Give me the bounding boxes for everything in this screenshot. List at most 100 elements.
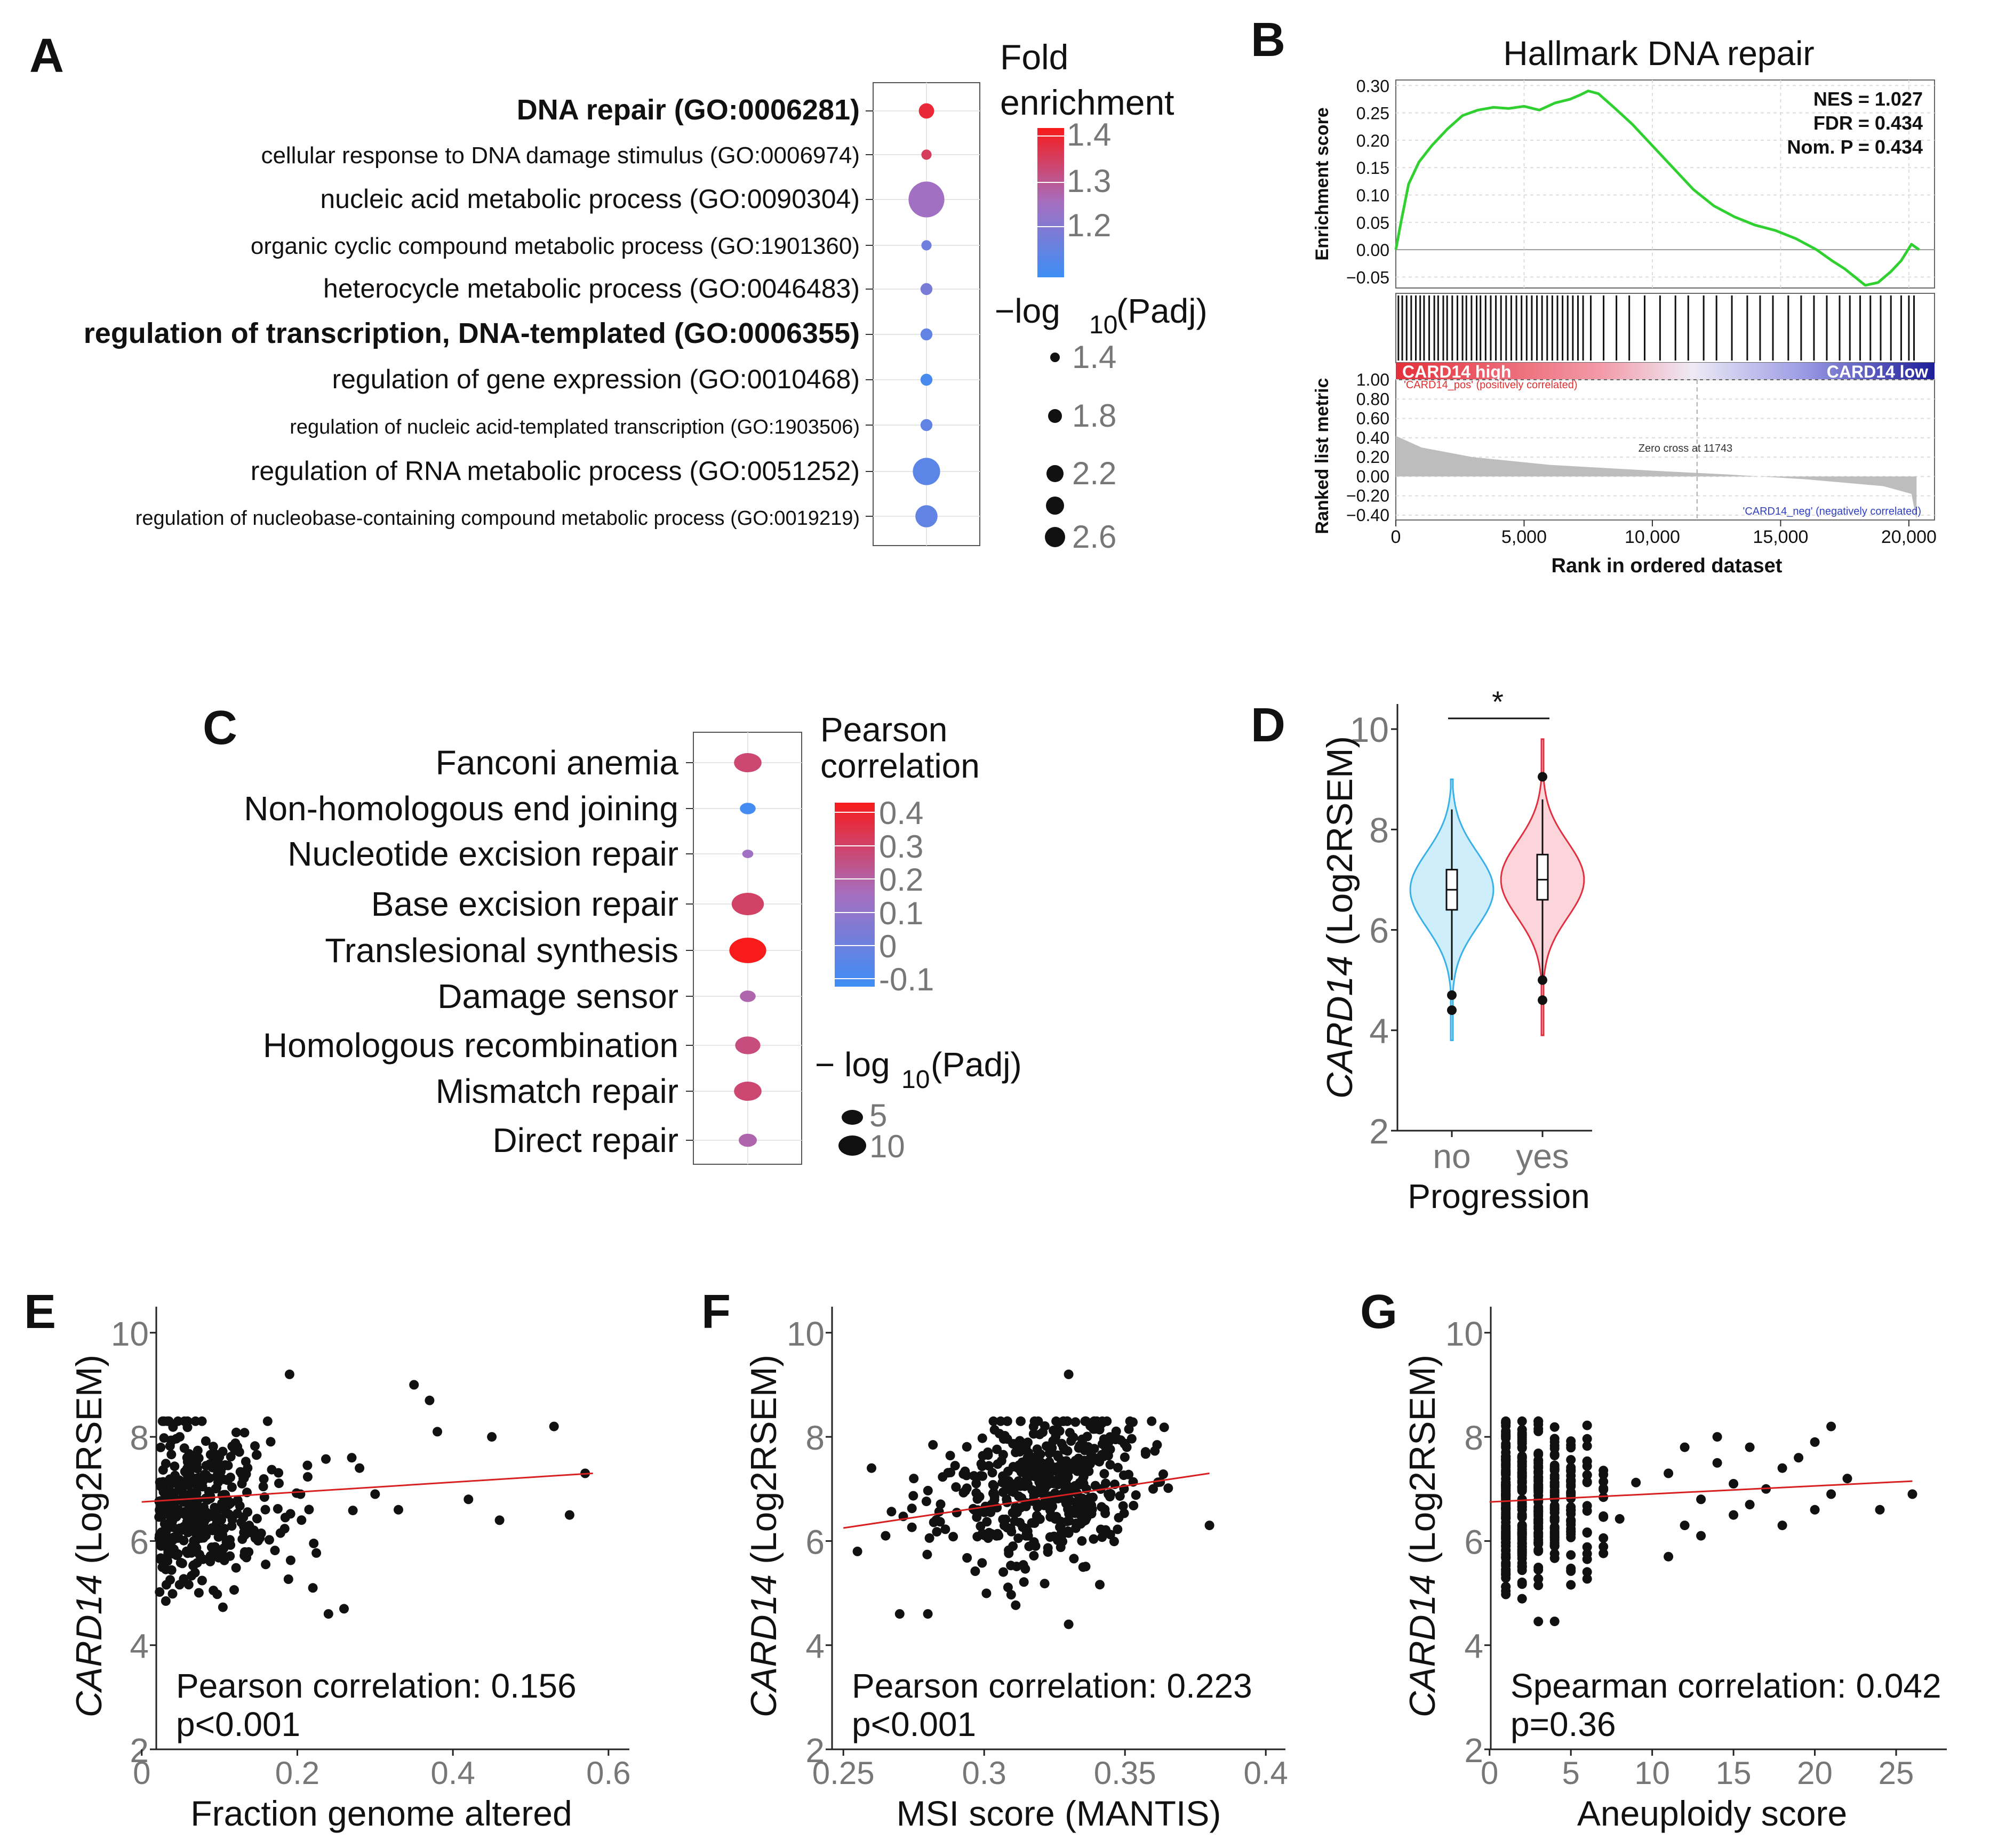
panel-f-point [950,1461,960,1471]
panel-g-x-tick-label: 25 [1879,1755,1914,1791]
panel-f-point [984,1461,994,1471]
panel-g-point [1582,1477,1592,1487]
panel-f-x-tick-label: 0.4 [1243,1755,1288,1791]
panel-b-es-tick-label: 0.15 [1356,158,1389,178]
panel-c-dot [740,803,756,814]
panel-g-point [1582,1542,1592,1552]
panel-f-point [977,1433,987,1443]
panel-f-point [1062,1462,1073,1472]
panel-g-point [1582,1528,1592,1538]
panel-g-y-tick-label: 2 [1464,1731,1483,1770]
panel-e-point [157,1416,167,1426]
panel-e-point [284,1369,294,1379]
panel-a-size-key-label: 2.2 [1072,455,1116,491]
panel-a-size-key-dot [1046,497,1064,515]
panel-g-point [1582,1567,1592,1577]
panel-f-point [1045,1532,1055,1542]
panel-d-xlabel: Progression [1408,1177,1590,1215]
panel-a-color-tick-label: 1.4 [1067,117,1111,153]
panel-g-point [1501,1418,1511,1428]
panel-f-point [978,1471,988,1481]
panel-g-y-tick-label: 8 [1464,1419,1483,1457]
panel-e-point [197,1575,207,1586]
panel-g-stat-line1: Spearman correlation: 0.042 [1511,1667,1941,1705]
panel-e-point [177,1558,186,1568]
panel-e-point [170,1461,180,1471]
panel-e-point [182,1548,193,1558]
panel-e-y-tick-label: 10 [111,1315,149,1353]
panel-f-point [1090,1481,1100,1491]
panel-g-point [1664,1551,1674,1562]
panel-e-point [174,1580,185,1590]
panel-e-y-tick-label: 4 [130,1627,149,1666]
panel-a-color-tick-label: 1.3 [1067,163,1111,199]
panel-f-point [1011,1600,1021,1610]
panel-g-point [1566,1515,1576,1525]
panel-f-point [1078,1479,1089,1489]
panel-g-point [1517,1416,1527,1426]
panel-f-point [1125,1416,1135,1426]
panel-b-x-tick-label: 20,000 [1881,527,1937,547]
panel-e-xlabel: Fraction genome altered [190,1794,572,1833]
panel-f-point [1064,1369,1074,1379]
panel-e-point [241,1457,251,1467]
panel-f-point [945,1451,955,1461]
panel-f-point [935,1517,945,1527]
panel-e-point [564,1510,574,1520]
panel-e-point [321,1454,331,1464]
panel-g-point [1582,1501,1592,1511]
panel-f-point [1062,1446,1073,1456]
panel-e-point [204,1473,214,1483]
panel-g-point [1501,1545,1511,1555]
panel-g-point [1810,1505,1820,1515]
panel-g-point [1566,1436,1576,1446]
panel-d-ylabel-units: (Log2RSEM) [1320,736,1360,956]
panel-e-point [161,1596,171,1606]
panel-f-point [1101,1478,1110,1489]
panel-g-point [1729,1479,1739,1489]
panel-c-color-tick-label: -0.1 [879,962,934,997]
panel-b-es-tick-label: 0.25 [1356,104,1389,123]
panel-e-point [347,1453,357,1463]
panel-g-point [1566,1580,1576,1590]
panel-f-point [1015,1517,1025,1527]
panel-c-term-label: Non-homologous end joining [244,789,678,828]
panel-g-point [1712,1458,1722,1468]
panel-g-point [1517,1550,1527,1561]
panel-g-point [1501,1582,1511,1591]
panel-g-point [1533,1424,1544,1434]
panel-e-point [163,1545,173,1555]
panel-f-point [1163,1483,1173,1493]
panel-f-point [1044,1494,1054,1504]
panel-f-point [982,1517,992,1527]
panel-g-point [1501,1537,1511,1547]
panel-f-point [998,1567,1009,1577]
panel-g-point [1566,1563,1576,1573]
panel-c-color-tick-label: 0.1 [879,895,923,931]
panel-b-xlabel: Rank in ordered dataset [1552,555,1783,577]
panel-f-point [1047,1443,1057,1453]
panel-f-point [1115,1491,1125,1501]
panel-e-point [262,1416,273,1426]
panel-e-point [166,1450,177,1460]
panel-f-point [1113,1524,1123,1534]
panel-g-point [1517,1461,1527,1471]
panel-f-point [1057,1475,1067,1485]
panel-f-point [1053,1462,1063,1473]
panel-e-point [166,1478,176,1488]
panel-f-point [1023,1479,1033,1489]
panel-f-point [1002,1494,1012,1505]
panel-g-point [1566,1455,1576,1465]
panel-f-y-tick-label: 6 [805,1523,825,1561]
panel-f-point [1032,1511,1042,1521]
panel-f-y-tick-label: 2 [805,1731,825,1770]
panel-f-point [1077,1536,1087,1546]
panel-g-point [1533,1517,1544,1527]
panel-g-point [1517,1594,1527,1604]
panel-e-point [239,1428,250,1438]
panel-e-point [348,1506,358,1516]
panel-e-point [425,1395,435,1405]
panel-g-fit-line [1489,1480,1913,1503]
panel-a-dot [921,149,932,160]
panel-e-ylabel: CARD14 (Log2RSEM) [69,1355,109,1717]
